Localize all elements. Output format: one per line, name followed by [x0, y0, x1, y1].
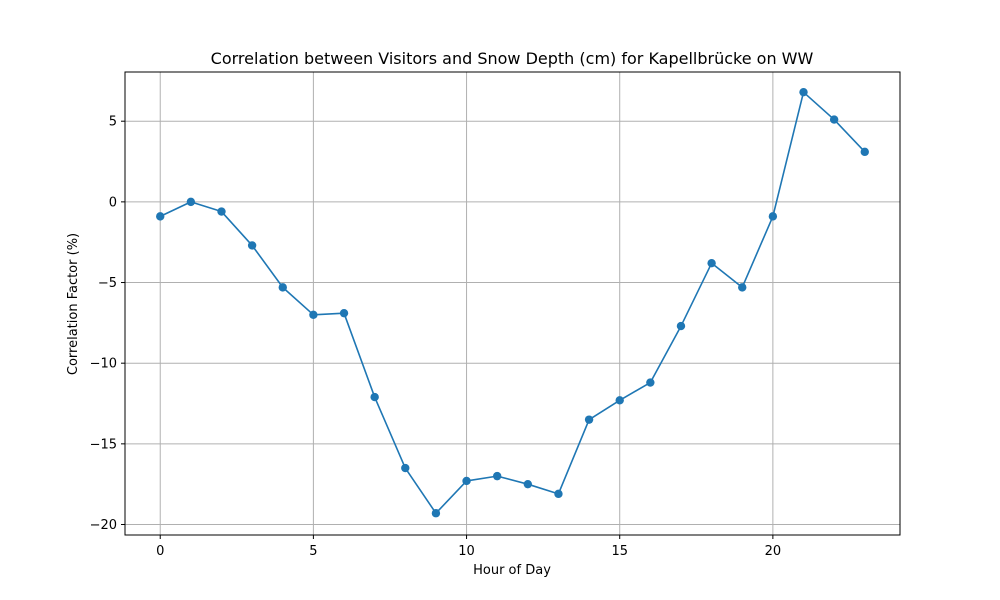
data-point — [186, 197, 196, 207]
grid-layer — [125, 72, 900, 535]
data-point — [646, 378, 655, 387]
data-point — [768, 212, 778, 221]
data-point — [492, 471, 502, 481]
x-tick-label: 15 — [611, 544, 628, 559]
x-axis-label: Hour of Day — [473, 563, 551, 578]
y-tick-label: −15 — [90, 437, 117, 452]
data-point — [707, 258, 716, 268]
series-line — [159, 91, 866, 515]
data-point — [523, 479, 533, 489]
data-point — [370, 392, 379, 402]
y-tick-label: 5 — [109, 115, 117, 130]
data-point — [554, 489, 563, 499]
data-point — [339, 308, 349, 318]
y-tick-label: −20 — [90, 518, 117, 533]
plot-frame — [124, 71, 901, 536]
data-point — [247, 241, 257, 250]
data-point — [799, 87, 808, 97]
y-tick-label: −5 — [98, 276, 117, 291]
x-tick-label: 20 — [765, 544, 782, 559]
x-tick-label: 0 — [156, 544, 164, 559]
data-point — [584, 415, 594, 424]
data-point — [676, 321, 686, 331]
data-point — [829, 115, 839, 124]
data-point — [431, 509, 441, 518]
data-point — [309, 310, 318, 319]
tick-layer: 0 5 10 15 20 −20 −15 −10 −5 0 5 — [90, 115, 782, 559]
data-point — [462, 476, 471, 486]
data-point — [738, 283, 747, 292]
x-tick-label: 5 — [309, 544, 317, 559]
data-point — [401, 463, 410, 473]
chart-title: Correlation between Visitors and Snow De… — [211, 49, 814, 68]
y-tick-label: −10 — [90, 357, 117, 372]
data-point — [217, 207, 226, 216]
data-point — [156, 212, 165, 221]
plot-layer — [156, 87, 869, 518]
y-axis-label: Correlation Factor (%) — [66, 233, 81, 375]
data-point — [860, 147, 869, 157]
x-tick-label: 10 — [458, 544, 475, 559]
data-point — [615, 396, 624, 405]
data-point — [278, 283, 287, 292]
y-tick-label: 0 — [109, 195, 117, 210]
